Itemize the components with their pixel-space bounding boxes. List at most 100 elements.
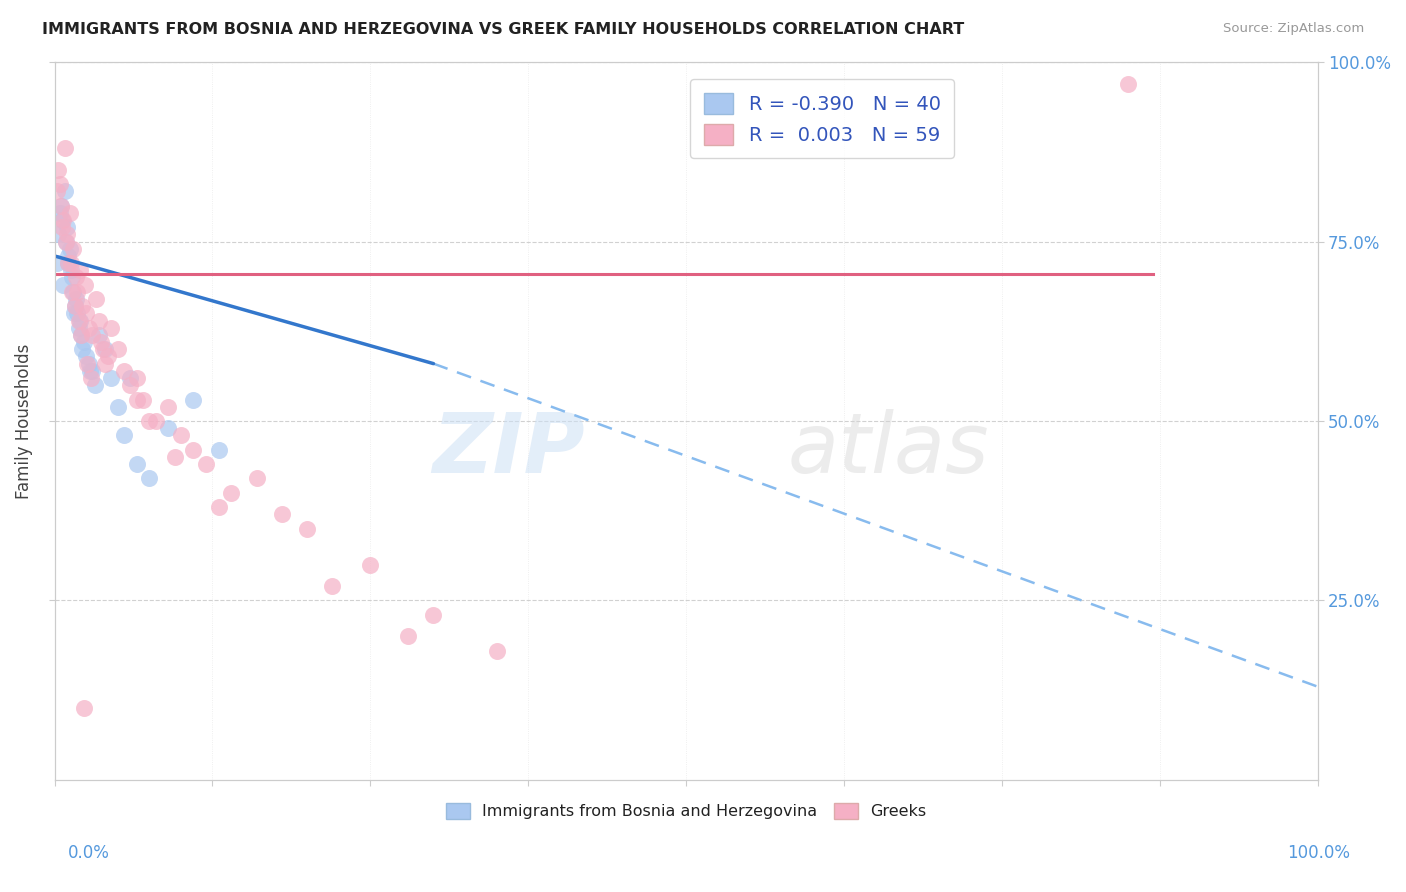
Point — [157, 421, 180, 435]
Point — [112, 364, 135, 378]
Point — [69, 313, 91, 327]
Point — [48, 206, 70, 220]
Text: IMMIGRANTS FROM BOSNIA AND HERZEGOVINA VS GREEK FAMILY HOUSEHOLDS CORRELATION CH: IMMIGRANTS FROM BOSNIA AND HERZEGOVINA V… — [42, 22, 965, 37]
Point — [100, 371, 122, 385]
Point — [107, 400, 129, 414]
Point — [77, 320, 100, 334]
Point — [422, 607, 444, 622]
Point — [359, 558, 381, 572]
Point — [75, 306, 97, 320]
Point — [69, 263, 91, 277]
Point — [59, 206, 82, 220]
Point — [163, 450, 186, 464]
Point — [58, 256, 80, 270]
Point — [91, 343, 114, 357]
Point — [138, 471, 160, 485]
Point — [208, 442, 231, 457]
Point — [51, 220, 73, 235]
Point — [73, 277, 96, 292]
Point — [52, 213, 75, 227]
Text: 0.0%: 0.0% — [67, 844, 110, 862]
Point — [63, 306, 86, 320]
Point — [195, 457, 218, 471]
Point — [46, 185, 69, 199]
Point — [485, 644, 508, 658]
Point — [56, 220, 79, 235]
Point — [396, 629, 419, 643]
Point — [183, 392, 205, 407]
Point — [321, 579, 343, 593]
Point — [77, 357, 100, 371]
Point — [100, 320, 122, 334]
Point — [270, 508, 292, 522]
Point — [51, 213, 73, 227]
Point — [59, 263, 82, 277]
Point — [56, 227, 79, 242]
Point — [82, 364, 104, 378]
Point — [94, 357, 117, 371]
Point — [46, 227, 69, 242]
Point — [120, 378, 142, 392]
Point — [46, 256, 69, 270]
Point — [221, 485, 243, 500]
Point — [79, 364, 101, 378]
Point — [76, 357, 98, 371]
Point — [125, 371, 148, 385]
Point — [87, 327, 110, 342]
Point — [72, 343, 94, 357]
Point — [62, 285, 84, 299]
Point — [49, 199, 72, 213]
Point — [70, 327, 93, 342]
Point — [66, 306, 89, 320]
Point — [60, 285, 83, 299]
Point — [53, 141, 76, 155]
Point — [87, 313, 110, 327]
Point — [295, 522, 318, 536]
Point — [67, 313, 90, 327]
Point — [1116, 77, 1139, 91]
Point — [107, 343, 129, 357]
Point — [246, 471, 269, 485]
Point — [58, 249, 80, 263]
Point — [65, 270, 87, 285]
Point — [90, 335, 112, 350]
Point — [97, 350, 120, 364]
Point — [132, 392, 155, 407]
Point — [55, 235, 77, 249]
Point — [62, 242, 84, 256]
Point — [75, 350, 97, 364]
Point — [145, 414, 167, 428]
Point — [170, 428, 193, 442]
Point — [67, 320, 90, 334]
Point — [82, 327, 104, 342]
Point — [125, 392, 148, 407]
Text: 100.0%: 100.0% — [1288, 844, 1350, 862]
Point — [84, 378, 107, 392]
Point — [84, 292, 107, 306]
Point — [48, 177, 70, 191]
Point — [46, 162, 69, 177]
Point — [112, 428, 135, 442]
Point — [125, 457, 148, 471]
Point — [52, 277, 75, 292]
Point — [120, 371, 142, 385]
Point — [56, 256, 79, 270]
Point — [80, 371, 103, 385]
Point — [72, 299, 94, 313]
Point — [183, 442, 205, 457]
Point — [63, 299, 86, 313]
Point — [94, 343, 117, 357]
Text: Source: ZipAtlas.com: Source: ZipAtlas.com — [1223, 22, 1364, 36]
Point — [157, 400, 180, 414]
Point — [60, 270, 83, 285]
Point — [63, 299, 86, 313]
Point — [59, 242, 82, 256]
Point — [55, 235, 77, 249]
Point — [53, 185, 76, 199]
Legend: Immigrants from Bosnia and Herzegovina, Greeks: Immigrants from Bosnia and Herzegovina, … — [439, 797, 932, 826]
Y-axis label: Family Households: Family Households — [15, 343, 32, 499]
Text: atlas: atlas — [787, 409, 988, 491]
Point — [59, 256, 82, 270]
Point — [138, 414, 160, 428]
Point — [49, 199, 72, 213]
